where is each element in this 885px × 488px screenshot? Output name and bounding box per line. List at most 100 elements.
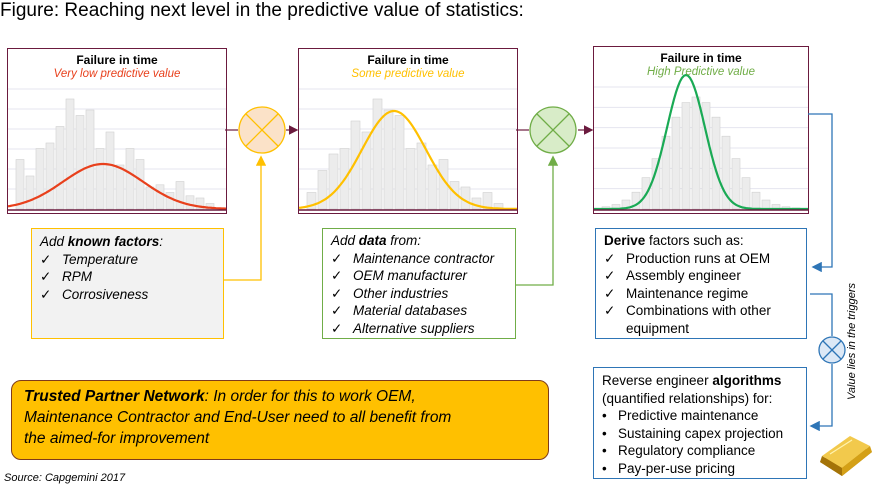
histogram-bar <box>15 159 25 210</box>
connector-yellow <box>224 155 267 281</box>
list-item: ✓ Production runs at OEM <box>604 250 771 266</box>
list-item: ✓ Alternative suppliers <box>331 320 475 336</box>
histogram-bar <box>731 158 741 210</box>
bullet-icon: • <box>602 443 607 458</box>
multiply-operator-3 <box>818 336 846 364</box>
histogram-bar <box>328 153 339 210</box>
check-icon: ✓ <box>40 251 52 267</box>
trusted-line-3: the aimed-for improvement <box>24 430 210 447</box>
histogram-bar <box>691 96 701 210</box>
connector-blue-3 <box>809 364 833 432</box>
histogram-bar <box>361 131 372 210</box>
connector-green <box>516 155 559 286</box>
bullet-icon: • <box>602 425 607 441</box>
data-sources-box: Add data from: ✓ Maintenance contractor ✓… <box>322 228 516 339</box>
algorithms-subheader: (quantified relationships) for: <box>602 390 773 406</box>
check-icon: ✓ <box>331 250 343 266</box>
multiply-operator-2 <box>529 106 577 154</box>
histogram-bar <box>25 175 35 210</box>
histogram-bar <box>185 195 195 210</box>
list-item: • Predictive maintenance <box>602 408 759 423</box>
connector-blue-2 <box>810 293 833 336</box>
histogram-chart-2 <box>299 88 517 211</box>
known-factors-header: Add known factors: <box>40 234 164 249</box>
check-icon: ✓ <box>331 268 343 283</box>
histogram-bar <box>75 115 85 210</box>
histogram-bar <box>135 159 145 210</box>
list-item: ✓ Material databases <box>331 303 468 318</box>
histogram-bar <box>761 199 771 210</box>
list-item: ✓ Maintenance contractor <box>331 250 495 266</box>
histogram-bar <box>372 98 383 210</box>
histogram-bar <box>741 177 751 210</box>
list-item: • Pay-per-use pricing <box>602 460 736 476</box>
derive-factors-box: Derive factors such as: ✓ Production runs… <box>595 228 807 339</box>
check-icon: ✓ <box>40 286 52 302</box>
list-item: ✓ RPM <box>40 269 92 284</box>
check-icon: ✓ <box>331 320 343 336</box>
histogram-bar <box>205 203 215 210</box>
check-icon: ✓ <box>331 285 343 301</box>
histogram-bar <box>95 148 105 210</box>
histogram-chart-3 <box>594 73 808 211</box>
list-item: equipment <box>626 320 690 336</box>
check-icon: ✓ <box>40 269 52 284</box>
data-sources-list: ✓ Maintenance contractor ✓ OEM manufacture… <box>331 250 507 338</box>
list-item: ✓ Temperature <box>40 251 139 267</box>
histogram-bar <box>105 131 115 210</box>
histogram-panel-1: Failure in time Very low predictive valu… <box>7 48 227 214</box>
algorithms-header: Reverse engineer algorithms <box>602 373 782 388</box>
histogram-bar <box>394 115 405 210</box>
panel-1-title: Failure in time <box>76 53 158 67</box>
derive-factors-header: Derive factors such as: <box>604 233 744 248</box>
histogram-bar <box>651 158 661 210</box>
known-factors-list: ✓ Temperature ✓ RPM ✓ Corrosiveness <box>40 251 215 304</box>
multiply-operator-1 <box>238 106 286 154</box>
list-item: ✓ Maintenance regime <box>604 285 749 301</box>
histogram-bar <box>306 192 317 210</box>
check-icon: ✓ <box>604 268 616 283</box>
gold-bar-icon <box>820 436 872 476</box>
distribution-curve <box>8 162 226 210</box>
histogram-bar <box>35 148 45 210</box>
list-item: ✓ Assembly engineer <box>604 268 741 283</box>
list-item: • Regulatory compliance <box>602 443 756 458</box>
histogram-bar <box>416 142 427 210</box>
panel-3-title: Failure in time <box>660 51 742 65</box>
histogram-bar <box>45 142 55 210</box>
vertical-note: Value lies in the triggers <box>846 283 858 400</box>
check-icon: ✓ <box>604 285 616 301</box>
histogram-bar <box>55 126 65 210</box>
figure-title: Figure: Reaching next level in the predi… <box>0 0 524 21</box>
histogram-bar <box>165 192 175 210</box>
panel-2-title: Failure in time <box>367 53 449 67</box>
list-item: ✓ Other industries <box>331 285 449 301</box>
histogram-panel-2: Failure in time Some predictive value <box>298 48 518 214</box>
list-item: ✓ OEM manufacturer <box>331 268 468 283</box>
trusted-line-2: Maintenance Contractor and End-User need… <box>24 409 452 426</box>
histogram-bar <box>701 102 711 210</box>
histogram-bar <box>383 109 394 210</box>
histogram-bar <box>65 98 75 210</box>
trusted-partner-callout: Trusted Partner Network: In order for th… <box>11 380 549 460</box>
histogram-bar <box>85 109 95 210</box>
derive-factors-list: ✓ Production runs at OEM ✓ Assembly engine… <box>604 250 798 338</box>
panel-3-subtitle: High Predictive value <box>646 66 756 78</box>
histogram-panel-3: Failure in time High Predictive value <box>593 46 809 214</box>
histogram-bar <box>195 197 205 210</box>
histogram-bar <box>721 135 731 210</box>
histogram-bar <box>115 164 125 210</box>
histogram-bar <box>317 170 328 210</box>
panel-1-subtitle: Very low predictive value <box>53 68 181 80</box>
histogram-chart-1 <box>8 88 226 211</box>
algorithms-box: Reverse engineer algorithms (quantified … <box>593 367 807 479</box>
panel-2-subtitle: Some predictive value <box>351 68 465 80</box>
histogram-bar <box>405 148 416 210</box>
histogram-bar <box>145 186 155 210</box>
check-icon: ✓ <box>604 303 616 318</box>
histogram-bar <box>681 102 691 210</box>
histogram-bar <box>427 164 438 210</box>
histogram-bar <box>751 191 761 210</box>
known-factors-box: Add known factors: ✓ Temperature ✓ RPM ✓ Co… <box>31 228 224 339</box>
histogram-bar <box>155 184 165 210</box>
